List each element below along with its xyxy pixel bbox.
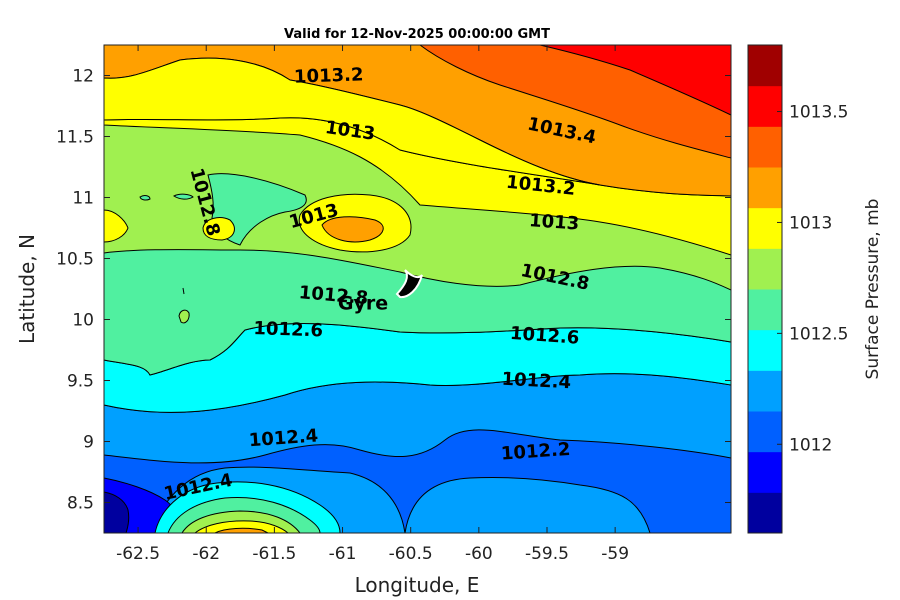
y-axis: 8.5 9 9.5 10 10.5 11 11.5 12 xyxy=(56,67,731,514)
band-1012-2b xyxy=(103,249,732,376)
contour-label: 1012.6 xyxy=(509,323,580,349)
colorbar-segment xyxy=(748,370,782,412)
blob-1013-west xyxy=(202,217,235,241)
x-tick-label: -62.5 xyxy=(116,544,160,564)
colorbar-segment xyxy=(748,167,782,209)
x-tick-label: -61.5 xyxy=(252,544,296,564)
colorbar-segment xyxy=(748,492,782,534)
colorbar-segment xyxy=(748,289,782,331)
colorbar-segment xyxy=(748,85,782,127)
x-tick-label: -60 xyxy=(465,544,493,564)
blob-small-4 xyxy=(182,287,185,295)
band-1012-6 xyxy=(193,520,290,534)
x-tick-label: -59 xyxy=(601,544,629,564)
blob-small-1 xyxy=(139,195,151,201)
colorbar-tick-label: 1012 xyxy=(789,435,832,455)
band-1012-1 xyxy=(404,476,651,534)
x-axis-label: Longitude, E xyxy=(355,573,480,597)
colorbar-segment xyxy=(748,248,782,290)
x-axis: -62.5 -62 -61.5 -61 -60.5 -60 -59.5 -59 xyxy=(116,45,629,564)
blob-small-2 xyxy=(173,193,194,200)
plot-frame xyxy=(103,44,732,534)
y-tick-label: 12 xyxy=(72,67,94,87)
blob-1013-core xyxy=(321,216,384,243)
blob-1013-edge xyxy=(103,209,129,243)
contour-label: 1012.2 xyxy=(500,439,571,465)
chart-title: Valid for 12-Nov-2025 00:00:00 GMT xyxy=(284,27,550,42)
x-tick-label: -61 xyxy=(329,544,357,564)
y-tick-label: 11 xyxy=(72,189,94,209)
colorbar-segment xyxy=(748,207,782,249)
contour-label: 1012.6 xyxy=(253,318,323,341)
colorbar-label: Surface Pressure, mb xyxy=(863,199,883,380)
colorbar-segment xyxy=(748,126,782,168)
colorbar-segment xyxy=(748,45,782,87)
y-tick-label: 10.5 xyxy=(56,250,94,270)
colorbar-tick-label: 1012.5 xyxy=(789,324,848,344)
x-tick-label: -59.5 xyxy=(525,544,569,564)
x-tick-label: -60.5 xyxy=(389,544,433,564)
band-1012-7 xyxy=(214,527,269,534)
colorbar-segment xyxy=(748,411,782,453)
y-tick-label: 9.5 xyxy=(67,372,94,392)
band-1013-yellow-top xyxy=(103,57,601,186)
colorbar-segment xyxy=(748,329,782,371)
contour-label: 1013.2 xyxy=(294,64,364,87)
band-1013-5 xyxy=(539,44,732,116)
x-tick-label: -62 xyxy=(192,544,220,564)
y-tick-label: 9 xyxy=(83,433,94,453)
band-1011-7 xyxy=(103,491,130,534)
storm-symbol xyxy=(395,269,423,299)
blob-small-3 xyxy=(178,309,190,324)
y-axis-label: Latitude, N xyxy=(15,234,39,344)
contour-label: 1012.4 xyxy=(501,369,571,394)
colorbar-tick-label: 1013 xyxy=(789,213,832,233)
contour-label: 1013 xyxy=(528,210,579,234)
colorbar-segment xyxy=(748,451,782,493)
y-tick-label: 10 xyxy=(72,311,94,331)
y-tick-label: 11.5 xyxy=(56,128,94,148)
colorbar-tick-label: 1013.5 xyxy=(789,103,848,123)
colorbar-frame xyxy=(747,44,783,534)
y-tick-label: 8.5 xyxy=(67,494,94,514)
contour-label: 1012.4 xyxy=(248,425,319,451)
storm-label: Gyre xyxy=(338,293,388,315)
colorbar: 1012 1012.5 1013 1013.5 xyxy=(747,44,848,534)
